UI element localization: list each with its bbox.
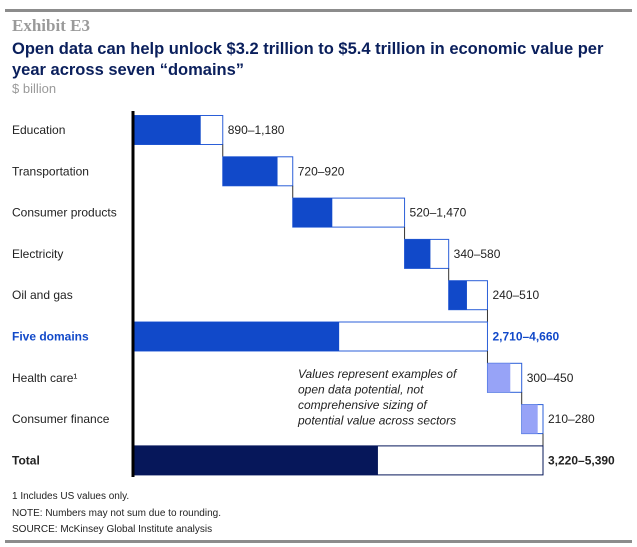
exhibit-label: Exhibit E3	[12, 16, 90, 35]
bar-low-value	[292, 198, 333, 228]
chart-title: Open data can help unlock $3.2 trillion …	[12, 40, 604, 79]
bar-low-value	[222, 156, 278, 186]
data-label: 2,710–4,660	[492, 330, 559, 344]
annotation: Values represent examples of open data po…	[297, 367, 458, 428]
category-label: Total	[12, 453, 40, 467]
footnote-source: SOURCE: McKinsey Global Institute analys…	[12, 524, 213, 535]
data-label: 300–450	[527, 371, 574, 385]
footnote-1: 1 Includes US values only.	[12, 491, 130, 502]
data-label: 340–580	[454, 247, 501, 261]
bar-low-value	[133, 115, 201, 145]
data-label: 3,220–5,390	[548, 453, 615, 467]
data-label: 720–920	[298, 164, 345, 178]
data-label: 210–280	[548, 412, 595, 426]
bar-low-value	[404, 239, 431, 269]
category-label: Education	[12, 123, 65, 137]
data-label: 890–1,180	[228, 123, 285, 137]
category-label: Oil and gas	[12, 288, 73, 302]
bar-low-value	[133, 322, 340, 351]
data-label: 520–1,470	[410, 206, 467, 220]
category-label: Transportation	[12, 164, 89, 178]
bar-low-value	[487, 363, 511, 393]
top-rule	[5, 9, 632, 12]
category-label: Consumer finance	[12, 412, 110, 426]
bar-low-value	[448, 280, 467, 310]
category-label: Consumer products	[12, 206, 117, 220]
data-label: 240–510	[492, 288, 539, 302]
bar-low-value	[133, 445, 378, 475]
bottom-rule	[5, 540, 632, 543]
category-label: Health care¹	[12, 371, 77, 385]
bar-low-value	[521, 404, 538, 434]
category-label: Electricity	[12, 247, 63, 261]
category-label: Five domains	[12, 330, 89, 344]
unit-label: $ billion	[12, 81, 57, 96]
footnote-note: NOTE: Numbers may not sum due to roundin…	[12, 508, 221, 519]
